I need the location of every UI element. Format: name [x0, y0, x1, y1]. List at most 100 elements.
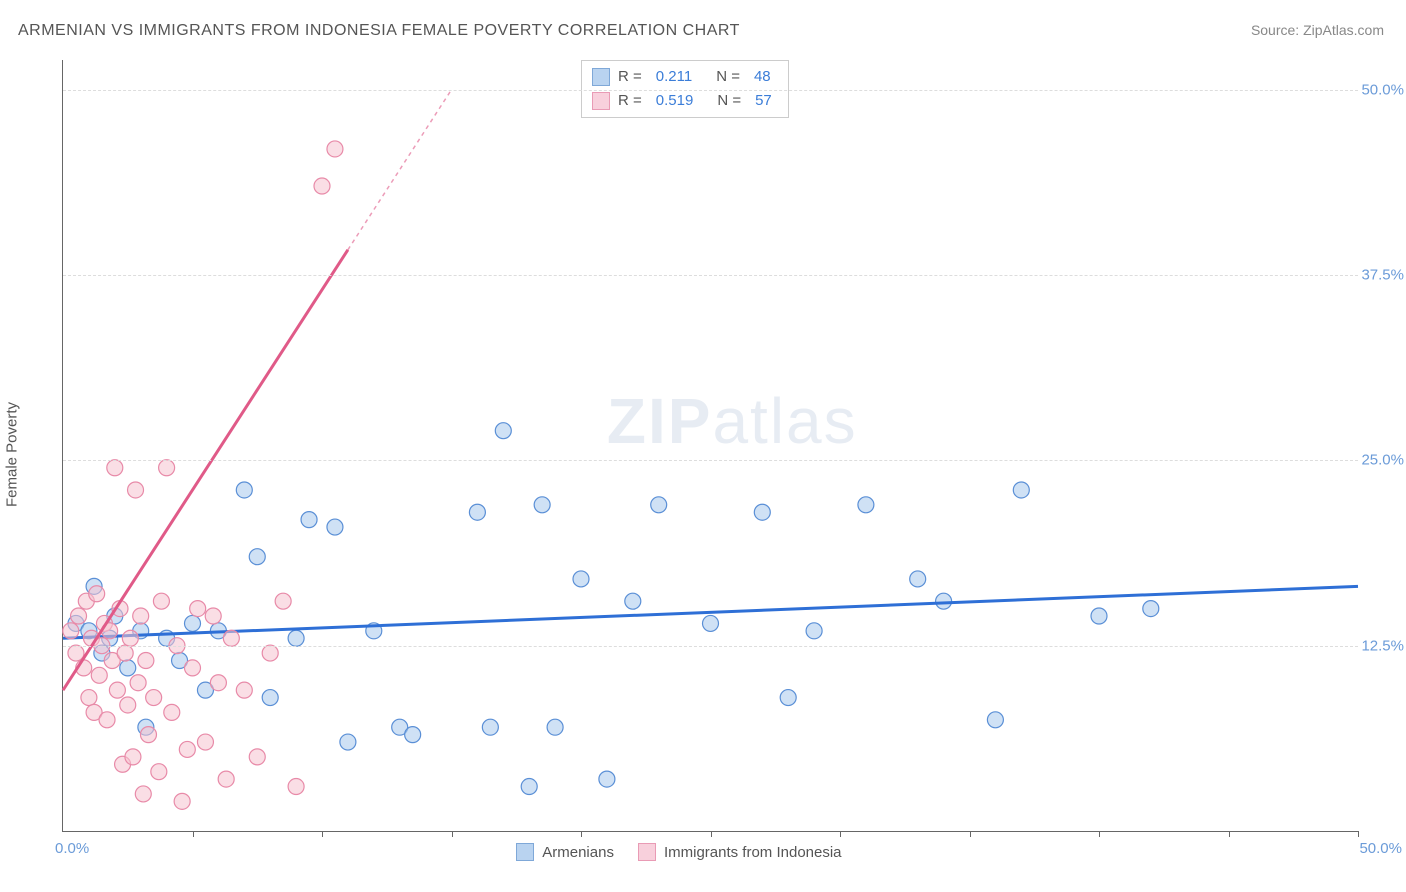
data-point [107, 460, 123, 476]
data-point [140, 727, 156, 743]
data-point [482, 719, 498, 735]
data-point [521, 779, 537, 795]
data-point [135, 786, 151, 802]
data-point [164, 704, 180, 720]
data-point [68, 645, 84, 661]
gridline [63, 646, 1358, 647]
legend-r-prefix: R = [618, 89, 642, 113]
data-point [63, 623, 79, 639]
series-legend-label: Immigrants from Indonesia [664, 844, 842, 861]
y-axis-label: Female Poverty [4, 402, 21, 507]
legend-n-prefix: N = [716, 65, 740, 89]
gridline [63, 460, 1358, 461]
x-tick [193, 831, 194, 837]
x-tick [1099, 831, 1100, 837]
data-point [262, 645, 278, 661]
data-point [236, 682, 252, 698]
x-tick [840, 831, 841, 837]
chart-container: ARMENIAN VS IMMIGRANTS FROM INDONESIA FE… [0, 0, 1406, 892]
data-point [936, 593, 952, 609]
data-point [547, 719, 563, 735]
x-tick [970, 831, 971, 837]
data-point [91, 667, 107, 683]
data-point [754, 504, 770, 520]
data-point [81, 690, 97, 706]
x-tick [711, 831, 712, 837]
data-point [249, 549, 265, 565]
data-point [138, 652, 154, 668]
data-point [185, 615, 201, 631]
legend-r-prefix: R = [618, 65, 642, 89]
x-tick [1229, 831, 1230, 837]
data-point [275, 593, 291, 609]
data-point [469, 504, 485, 520]
data-point [1091, 608, 1107, 624]
data-point [153, 593, 169, 609]
legend-row: R = 0.519 N = 57 [592, 89, 778, 113]
data-point [495, 423, 511, 439]
data-point [117, 645, 133, 661]
data-point [125, 749, 141, 765]
data-point [89, 586, 105, 602]
data-point [534, 497, 550, 513]
data-point [223, 630, 239, 646]
data-point [1013, 482, 1029, 498]
data-point [146, 690, 162, 706]
x-tick [1358, 831, 1359, 837]
legend-row: R =0.211N =48 [592, 65, 778, 89]
gridline [63, 275, 1358, 276]
data-point [174, 793, 190, 809]
data-point [910, 571, 926, 587]
x-tick [581, 831, 582, 837]
data-point [249, 749, 265, 765]
x-tick [452, 831, 453, 837]
y-tick-label: 50.0% [1361, 81, 1404, 98]
data-point [651, 497, 667, 513]
gridline [63, 90, 1358, 91]
data-point [151, 764, 167, 780]
data-point [703, 615, 719, 631]
plot-area: ZIPatlas R =0.211N =48R =0.519N =57 Arme… [62, 60, 1358, 832]
data-point [1143, 601, 1159, 617]
data-point [197, 734, 213, 750]
data-point [858, 497, 874, 513]
data-point [327, 141, 343, 157]
data-point [218, 771, 234, 787]
series-legend: ArmeniansImmigrants from Indonesia [516, 843, 841, 861]
data-point [210, 675, 226, 691]
data-point [130, 675, 146, 691]
legend-n-value: 57 [755, 89, 772, 113]
data-point [288, 630, 304, 646]
plot-svg [63, 60, 1358, 831]
data-point [340, 734, 356, 750]
data-point [625, 593, 641, 609]
data-point [806, 623, 822, 639]
data-point [301, 512, 317, 528]
regression-line-extrapolated [348, 90, 452, 250]
data-point [122, 630, 138, 646]
legend-swatch [638, 843, 656, 861]
legend-n-value: 48 [754, 65, 771, 89]
x-max-label: 50.0% [1359, 840, 1402, 857]
data-point [327, 519, 343, 535]
data-point [179, 741, 195, 757]
data-point [262, 690, 278, 706]
data-point [120, 697, 136, 713]
y-tick-label: 37.5% [1361, 266, 1404, 283]
data-point [133, 608, 149, 624]
data-point [205, 608, 221, 624]
data-point [288, 779, 304, 795]
x-origin-label: 0.0% [55, 840, 89, 857]
data-point [780, 690, 796, 706]
legend-n-prefix: N = [717, 89, 741, 113]
data-point [109, 682, 125, 698]
x-tick [322, 831, 323, 837]
data-point [71, 608, 87, 624]
legend-r-value: 0.519 [656, 89, 694, 113]
legend-swatch [592, 68, 610, 86]
data-point [128, 482, 144, 498]
legend-swatch [592, 92, 610, 110]
y-tick-label: 25.0% [1361, 452, 1404, 469]
legend-swatch [516, 843, 534, 861]
data-point [314, 178, 330, 194]
